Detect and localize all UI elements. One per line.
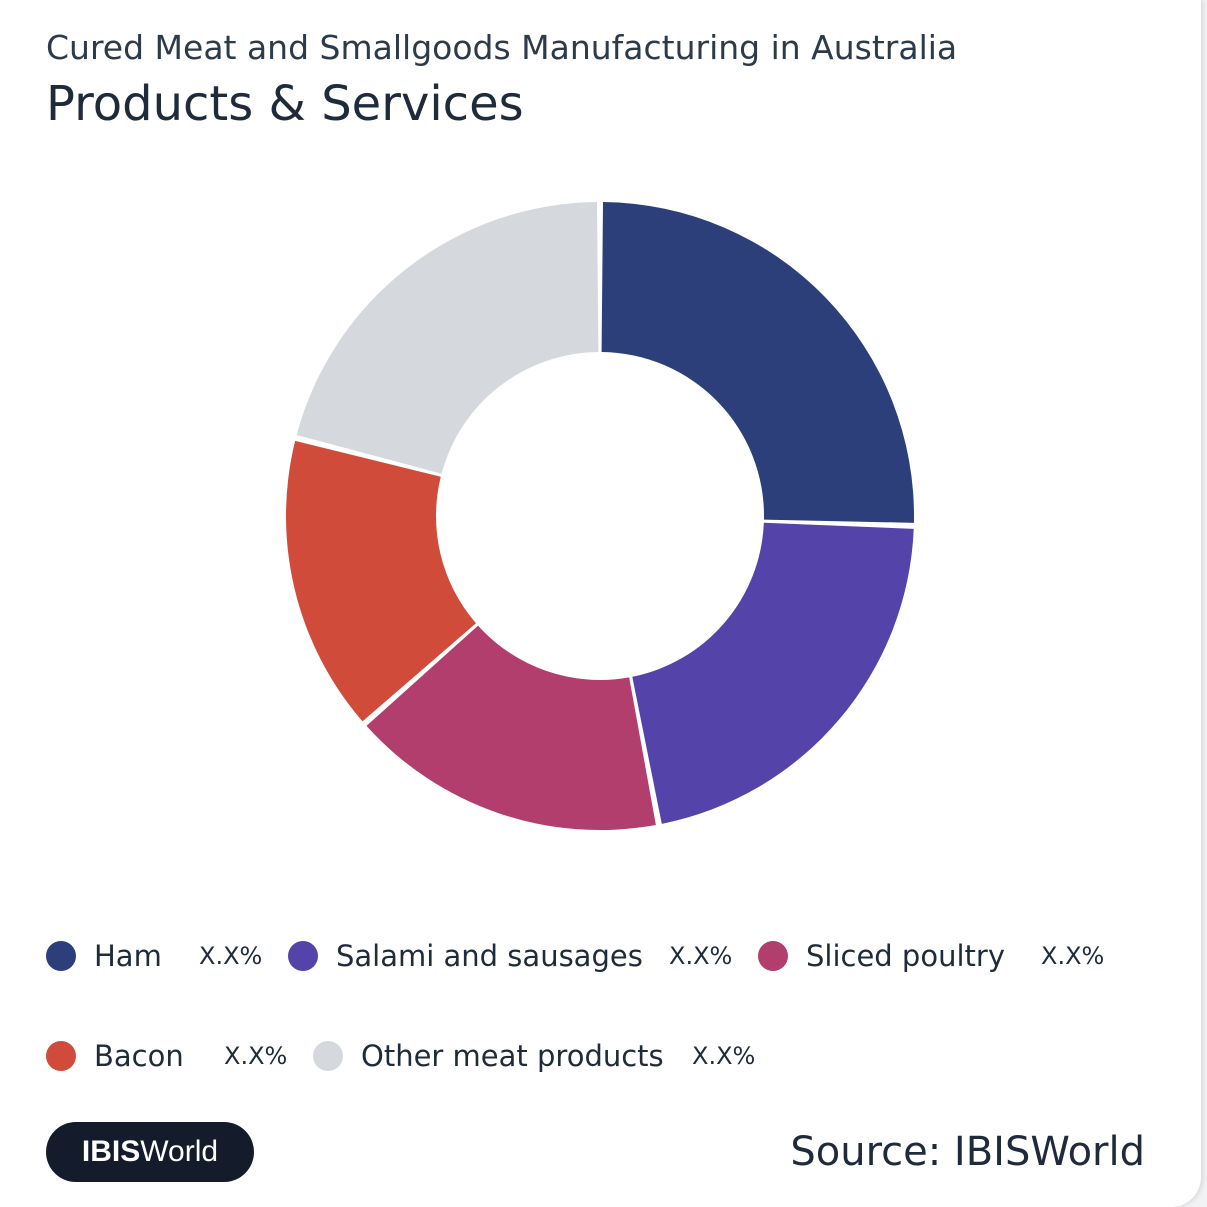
source-label: Source: IBISWorld <box>790 1129 1145 1175</box>
ibisworld-logo: IBIS World <box>46 1122 254 1182</box>
logo-regular-text: World <box>140 1135 219 1168</box>
legend-item-poultry: Sliced poultry <box>758 936 1005 976</box>
legend-value-bacon: X.X% <box>224 1042 288 1070</box>
donut-slice-other <box>296 202 599 474</box>
legend-label-poultry: Sliced poultry <box>806 939 1005 973</box>
donut-slice-salami <box>632 522 914 824</box>
donut-slice-bacon <box>285 440 476 722</box>
legend-value-salami: X.X% <box>669 942 733 970</box>
donut-slice-ham <box>601 202 914 523</box>
legend-value-other: X.X% <box>692 1042 756 1070</box>
donut-slice-poultry <box>366 625 656 830</box>
legend-item-ham: Ham <box>46 936 162 976</box>
legend-label-salami: Salami and sausages <box>336 939 643 973</box>
legend-dot-ham <box>46 941 76 971</box>
logo-bold-text: IBIS <box>81 1135 141 1168</box>
legend-value-ham: X.X% <box>199 942 263 970</box>
legend-dot-salami <box>288 941 318 971</box>
legend-label-bacon: Bacon <box>94 1039 184 1073</box>
legend-item-salami: Salami and sausages <box>288 936 643 976</box>
legend-item-other: Other meat products <box>313 1036 664 1076</box>
chart-subtitle: Cured Meat and Smallgoods Manufacturing … <box>46 28 958 67</box>
legend-dot-poultry <box>758 941 788 971</box>
legend-value-poultry: X.X% <box>1041 942 1105 970</box>
legend-label-other: Other meat products <box>361 1039 664 1073</box>
legend-dot-other <box>313 1041 343 1071</box>
legend-dot-bacon <box>46 1041 76 1071</box>
chart-title: Products & Services <box>46 76 524 132</box>
legend-label-ham: Ham <box>94 939 162 973</box>
legend-item-bacon: Bacon <box>46 1036 184 1076</box>
